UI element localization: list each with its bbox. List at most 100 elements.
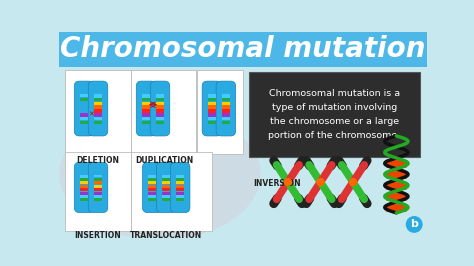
FancyBboxPatch shape bbox=[150, 81, 170, 136]
Text: Chromosomal mutation: Chromosomal mutation bbox=[60, 35, 426, 63]
Text: Chromosomal mutation is a
type of mutation involving
the chromosome or a large
p: Chromosomal mutation is a type of mutati… bbox=[268, 89, 401, 140]
FancyBboxPatch shape bbox=[143, 162, 162, 213]
FancyBboxPatch shape bbox=[162, 175, 170, 178]
FancyBboxPatch shape bbox=[170, 162, 190, 213]
Text: DUPLICATION: DUPLICATION bbox=[135, 156, 193, 165]
FancyBboxPatch shape bbox=[208, 94, 216, 98]
FancyBboxPatch shape bbox=[162, 192, 170, 195]
FancyBboxPatch shape bbox=[88, 81, 108, 136]
FancyBboxPatch shape bbox=[222, 105, 230, 109]
FancyBboxPatch shape bbox=[148, 175, 156, 178]
Circle shape bbox=[349, 178, 356, 186]
FancyBboxPatch shape bbox=[162, 198, 170, 201]
FancyBboxPatch shape bbox=[80, 113, 88, 117]
FancyBboxPatch shape bbox=[148, 195, 156, 198]
FancyBboxPatch shape bbox=[65, 70, 130, 154]
FancyBboxPatch shape bbox=[202, 81, 222, 136]
FancyBboxPatch shape bbox=[156, 117, 164, 120]
FancyBboxPatch shape bbox=[94, 178, 102, 181]
FancyBboxPatch shape bbox=[156, 105, 164, 109]
FancyBboxPatch shape bbox=[208, 113, 216, 117]
Text: INSERTION: INSERTION bbox=[74, 231, 121, 240]
FancyBboxPatch shape bbox=[176, 192, 184, 195]
FancyBboxPatch shape bbox=[142, 109, 150, 113]
FancyBboxPatch shape bbox=[80, 120, 88, 124]
FancyBboxPatch shape bbox=[156, 102, 164, 105]
FancyBboxPatch shape bbox=[156, 94, 164, 98]
FancyBboxPatch shape bbox=[80, 94, 88, 97]
Text: TRANSLOCATION: TRANSLOCATION bbox=[130, 231, 202, 240]
FancyBboxPatch shape bbox=[94, 94, 102, 98]
FancyBboxPatch shape bbox=[142, 113, 150, 117]
FancyBboxPatch shape bbox=[80, 195, 88, 198]
FancyBboxPatch shape bbox=[94, 195, 102, 198]
FancyBboxPatch shape bbox=[74, 81, 94, 136]
FancyBboxPatch shape bbox=[208, 105, 216, 109]
FancyBboxPatch shape bbox=[80, 178, 88, 181]
FancyBboxPatch shape bbox=[148, 181, 156, 184]
Text: DELETION: DELETION bbox=[76, 156, 119, 165]
FancyBboxPatch shape bbox=[142, 102, 150, 105]
FancyBboxPatch shape bbox=[176, 188, 184, 192]
FancyBboxPatch shape bbox=[216, 81, 236, 136]
FancyBboxPatch shape bbox=[131, 152, 212, 231]
FancyBboxPatch shape bbox=[156, 109, 164, 113]
Text: INVERSION: INVERSION bbox=[253, 179, 301, 188]
FancyBboxPatch shape bbox=[148, 185, 156, 188]
FancyBboxPatch shape bbox=[176, 185, 184, 188]
FancyBboxPatch shape bbox=[131, 70, 196, 154]
FancyBboxPatch shape bbox=[249, 72, 419, 157]
FancyBboxPatch shape bbox=[142, 98, 150, 101]
FancyBboxPatch shape bbox=[222, 98, 230, 101]
FancyBboxPatch shape bbox=[208, 98, 216, 101]
FancyBboxPatch shape bbox=[148, 198, 156, 201]
FancyBboxPatch shape bbox=[94, 175, 102, 177]
FancyBboxPatch shape bbox=[156, 113, 164, 117]
FancyBboxPatch shape bbox=[222, 113, 230, 117]
FancyBboxPatch shape bbox=[156, 98, 164, 101]
FancyBboxPatch shape bbox=[222, 94, 230, 98]
FancyBboxPatch shape bbox=[222, 102, 230, 105]
FancyBboxPatch shape bbox=[94, 198, 102, 201]
FancyBboxPatch shape bbox=[94, 192, 102, 195]
FancyBboxPatch shape bbox=[176, 178, 184, 181]
Ellipse shape bbox=[59, 109, 261, 240]
FancyBboxPatch shape bbox=[148, 188, 156, 192]
FancyBboxPatch shape bbox=[156, 120, 164, 124]
FancyBboxPatch shape bbox=[208, 102, 216, 105]
Text: b: b bbox=[410, 219, 418, 229]
FancyBboxPatch shape bbox=[148, 192, 156, 195]
FancyBboxPatch shape bbox=[222, 120, 230, 124]
FancyBboxPatch shape bbox=[222, 117, 230, 120]
FancyBboxPatch shape bbox=[80, 175, 88, 178]
FancyBboxPatch shape bbox=[176, 181, 184, 184]
FancyBboxPatch shape bbox=[176, 198, 184, 201]
FancyBboxPatch shape bbox=[88, 162, 108, 213]
FancyBboxPatch shape bbox=[80, 198, 88, 201]
FancyBboxPatch shape bbox=[162, 188, 170, 192]
FancyBboxPatch shape bbox=[142, 94, 150, 98]
FancyBboxPatch shape bbox=[80, 185, 88, 188]
FancyBboxPatch shape bbox=[176, 175, 184, 178]
FancyBboxPatch shape bbox=[80, 181, 88, 184]
FancyBboxPatch shape bbox=[94, 113, 102, 117]
FancyBboxPatch shape bbox=[80, 188, 88, 192]
FancyBboxPatch shape bbox=[197, 70, 243, 154]
Circle shape bbox=[406, 217, 422, 232]
FancyBboxPatch shape bbox=[94, 117, 102, 120]
FancyBboxPatch shape bbox=[162, 185, 170, 188]
FancyBboxPatch shape bbox=[80, 98, 88, 101]
FancyBboxPatch shape bbox=[94, 105, 102, 109]
FancyBboxPatch shape bbox=[208, 109, 216, 113]
FancyBboxPatch shape bbox=[208, 120, 216, 124]
FancyBboxPatch shape bbox=[74, 162, 94, 213]
FancyBboxPatch shape bbox=[162, 178, 170, 181]
FancyBboxPatch shape bbox=[142, 105, 150, 109]
FancyBboxPatch shape bbox=[80, 192, 88, 195]
FancyBboxPatch shape bbox=[156, 162, 176, 213]
FancyBboxPatch shape bbox=[142, 120, 150, 124]
FancyBboxPatch shape bbox=[94, 185, 102, 188]
FancyBboxPatch shape bbox=[94, 109, 102, 113]
FancyBboxPatch shape bbox=[65, 152, 130, 231]
FancyBboxPatch shape bbox=[222, 109, 230, 113]
